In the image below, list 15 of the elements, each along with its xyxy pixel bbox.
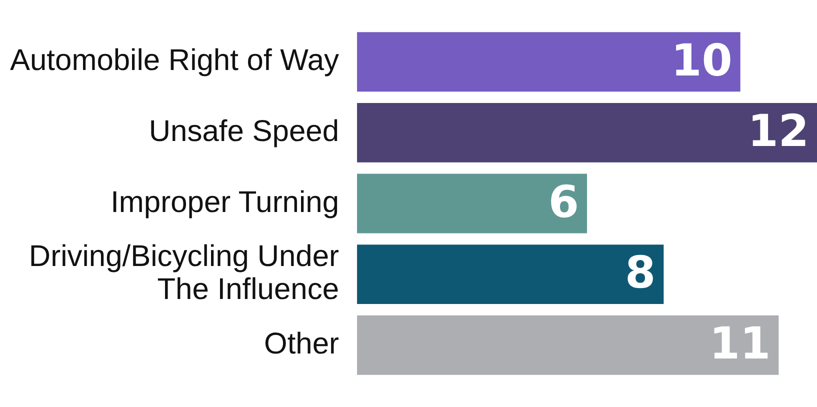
data-label: 11 [709,318,771,370]
data-label: 10 [671,35,732,86]
y-tick-label: Driving/Bicycling Under The Influence [28,240,340,306]
bar [357,102,817,162]
y-tick-label: Improper Turning [110,186,340,219]
bar [357,174,588,234]
data-label: 12 [748,106,809,158]
bar [357,32,740,92]
bar [357,315,779,375]
bar [357,244,664,304]
y-tick-label: Unsafe Speed [148,114,340,148]
data-label: 8 [625,248,656,299]
y-tick-label: Automobile Right of Way [10,44,340,78]
y-tick-label: Other [264,327,340,360]
data-label: 6 [548,176,580,228]
